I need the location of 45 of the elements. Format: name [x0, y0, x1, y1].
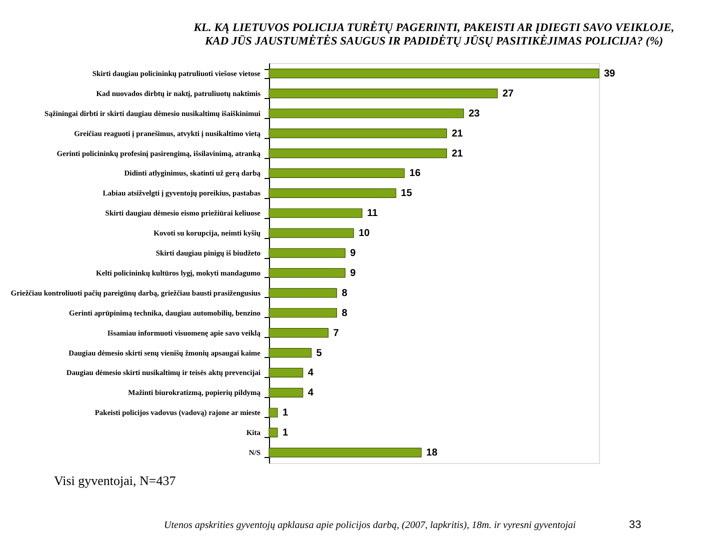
- data-label: 21: [452, 128, 464, 140]
- bar: [268, 128, 447, 138]
- bar: [268, 308, 337, 318]
- data-label: 4: [308, 388, 314, 399]
- bar: [268, 68, 600, 78]
- bar: [268, 368, 304, 378]
- text: KL. KĄ LIETUVOS POLICIJA TURĖTŲ PAGERINTI, PAKEISTI AR ĮDIEGTI SAVO VEIKLOJE,: [194, 22, 674, 34]
- text: Utenos apskrities gyventojų apklausa apie policijos darbą, (2007, lapkritis), 18m. ir vyresni gyventojai: [164, 520, 576, 531]
- text: 33: [629, 519, 642, 531]
- data-label: 1: [282, 428, 288, 439]
- bar: [268, 448, 422, 458]
- data-label: 9: [350, 268, 356, 279]
- data-label: 4: [308, 368, 314, 379]
- data-label: 18: [426, 448, 438, 459]
- data-label: 1: [282, 408, 288, 419]
- data-label: 10: [358, 228, 370, 240]
- bar: [268, 228, 354, 238]
- bar: [268, 408, 278, 418]
- bar: [268, 168, 405, 178]
- data-label: 11: [367, 208, 378, 220]
- bar: [268, 188, 396, 198]
- bar: [268, 208, 362, 218]
- data-label: 9: [350, 248, 356, 260]
- data-label: 15: [400, 188, 412, 200]
- bar: [268, 328, 329, 338]
- bar: [268, 428, 278, 438]
- bar: [268, 288, 337, 298]
- bar: [268, 268, 346, 278]
- bar: [268, 348, 312, 358]
- data-label: 8: [342, 288, 348, 299]
- bar: [268, 248, 346, 258]
- bar: [268, 148, 447, 158]
- data-label: 23: [468, 108, 480, 120]
- text: KAD JŪS JAUSTUMĖTĖS SAUGUS IR PADIDĖTŲ JŪSŲ PASITIKĖJIMAS POLICIJA? (%): [204, 36, 664, 48]
- data-label: 27: [502, 88, 514, 100]
- data-label: 5: [316, 348, 322, 359]
- data-label: 39: [604, 68, 616, 80]
- bar: [268, 88, 498, 98]
- text: Visi gyventojai, N=437: [54, 473, 176, 488]
- bar: [268, 388, 304, 398]
- data-label: 16: [409, 168, 421, 180]
- data-label: 21: [452, 148, 464, 160]
- bar: [268, 108, 464, 118]
- data-label: 8: [342, 308, 348, 319]
- data-label: 7: [333, 328, 340, 339]
